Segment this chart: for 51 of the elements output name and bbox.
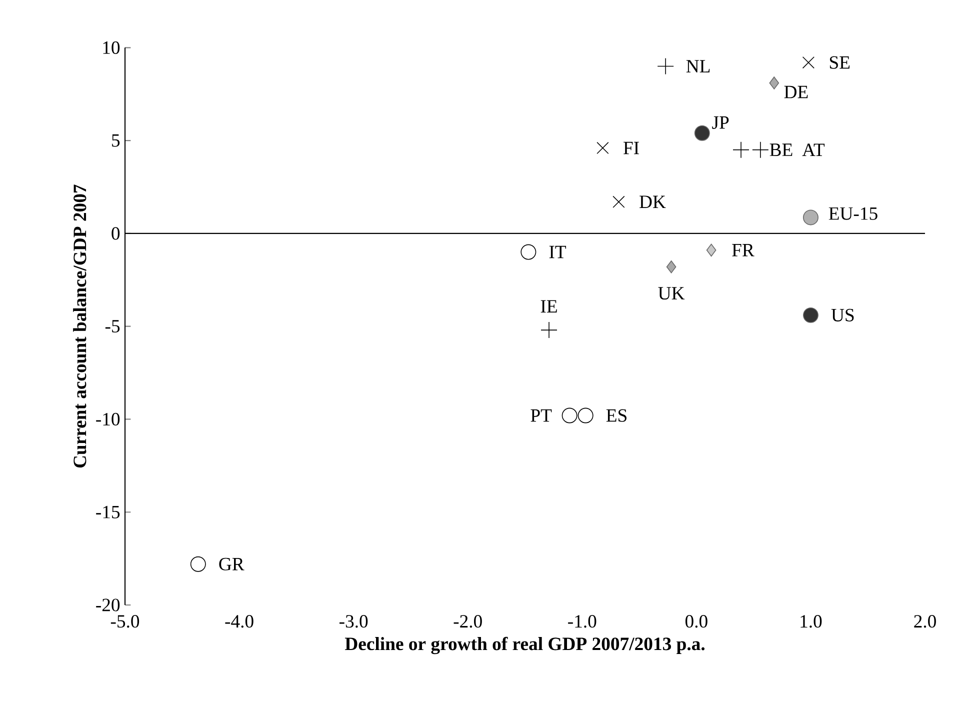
y-tick-label: 5 bbox=[112, 134, 120, 147]
y-axis-title: Current account balance/GDP 2007 bbox=[73, 184, 86, 468]
y-tick-label: 0 bbox=[112, 227, 120, 240]
annotation: UK bbox=[658, 287, 685, 300]
point bbox=[190, 556, 206, 572]
point bbox=[802, 307, 818, 323]
annotation: DE bbox=[784, 86, 808, 98]
x-tick-label: -3.0 bbox=[339, 615, 368, 628]
x-tick-label: -5.0 bbox=[110, 615, 140, 628]
point bbox=[612, 196, 625, 208]
point bbox=[752, 141, 769, 158]
annotation: GR bbox=[219, 558, 244, 570]
annotation: FR bbox=[732, 244, 754, 256]
y-tick-label: -5 bbox=[105, 320, 120, 333]
x-axis-title: Decline or growth of real GDP 2007/2013 p.a. bbox=[345, 636, 705, 654]
point bbox=[540, 322, 558, 338]
x-tick-label: -2.0 bbox=[454, 615, 482, 628]
annotation: EU-15 bbox=[828, 207, 878, 220]
annotation: FI bbox=[624, 142, 639, 154]
point bbox=[802, 210, 818, 226]
annotation: PT bbox=[530, 409, 552, 422]
point bbox=[562, 408, 578, 424]
annotation: BE bbox=[770, 144, 792, 156]
point bbox=[520, 244, 536, 260]
annotation: JP bbox=[712, 116, 729, 129]
x-tick-label: -4.0 bbox=[225, 615, 254, 628]
point bbox=[706, 244, 716, 257]
point bbox=[732, 141, 750, 158]
point bbox=[666, 260, 676, 274]
annotation: NL bbox=[686, 60, 710, 72]
point bbox=[769, 76, 780, 90]
x-tick-label: -1.0 bbox=[568, 615, 596, 628]
x-tick-label: 0.0 bbox=[685, 615, 708, 628]
annotation: IE bbox=[540, 300, 557, 312]
point bbox=[657, 58, 674, 75]
annotation: SE bbox=[830, 56, 850, 69]
x-tick-label: 2.0 bbox=[914, 615, 936, 628]
point bbox=[578, 408, 594, 424]
y-tick-label: -10 bbox=[96, 412, 120, 426]
y-tick-label: 10 bbox=[103, 41, 120, 54]
point bbox=[694, 125, 710, 141]
x-tick-label: 1.0 bbox=[800, 615, 822, 628]
annotation: US bbox=[831, 308, 854, 322]
y-tick-label: -15 bbox=[96, 506, 120, 518]
annotation: AT bbox=[802, 144, 825, 156]
y-tick-label: -20 bbox=[96, 598, 120, 612]
point bbox=[596, 142, 609, 154]
annotation: ES bbox=[606, 409, 626, 422]
annotation: DK bbox=[640, 196, 666, 208]
point bbox=[802, 56, 814, 69]
annotation: IT bbox=[549, 246, 566, 258]
